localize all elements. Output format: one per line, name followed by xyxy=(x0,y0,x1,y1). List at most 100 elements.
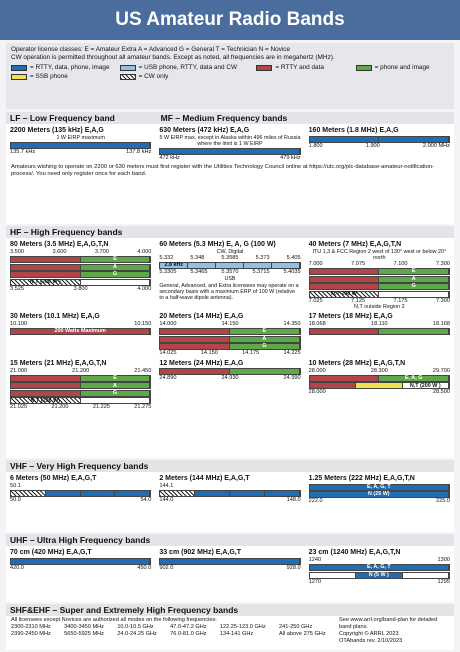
band-segment: A xyxy=(80,383,151,389)
legend-label: = RTTY and data xyxy=(275,64,324,71)
frequency-label: 21.275 xyxy=(134,404,152,411)
frequency-label: 14.175 xyxy=(242,350,260,357)
shf-frequency: 3400-3450 MHz xyxy=(64,624,104,630)
band-segment: 200 Watts Maximum xyxy=(11,328,151,334)
intro: Operator license classes: E = Amateur Ex… xyxy=(6,43,454,109)
section-title: VHF – Very High Frequency bands xyxy=(10,461,149,471)
band-title: 40 Meters (7 MHz) E,A,G,T,N xyxy=(308,241,402,248)
band-bar xyxy=(159,557,301,565)
band-segment xyxy=(11,257,81,263)
band-bar: N,T (200 W ) xyxy=(308,382,450,390)
band-grid: 6 Meters (50 MHz) E,A,G,T 50.1 50.0 54.0 2 M… xyxy=(6,472,454,507)
band-segment: G xyxy=(379,283,449,289)
legend-item: = CW only xyxy=(119,73,251,81)
band-bar xyxy=(159,490,301,498)
band-title: 2200 Meters (135 kHz) E,A,G xyxy=(10,127,104,134)
shf-side-text: See www.arrl.org/band-plan for detailed … xyxy=(339,617,438,630)
legend-swatch xyxy=(256,65,273,71)
shf-frequency: 5650-5925 MHz xyxy=(64,631,104,637)
shf-note: All licensees except Novices are authori… xyxy=(11,617,217,623)
band-segment xyxy=(356,383,403,389)
frequency-label: 7.175 xyxy=(393,297,408,304)
band-bar: G xyxy=(308,283,450,291)
frequency-label-row: 5.3305 5.3465 5.3570 5.3715 5.4035 xyxy=(159,269,300,276)
frequency-label: 5.4035 xyxy=(283,269,301,276)
band-segment: A xyxy=(80,264,151,270)
shf-body: All licensees except Novices are authori… xyxy=(6,616,454,646)
frequency-label: 50.1 xyxy=(10,483,21,489)
frequency-label: 148.0 xyxy=(286,497,301,504)
frequency-label: 21.025 xyxy=(10,404,28,411)
band-segment: A xyxy=(230,336,300,342)
section: UHF – Ultra High Frequency bands 70 cm (4… xyxy=(6,534,454,602)
frequency-label: 7.300 xyxy=(435,261,450,267)
frequency-label: 10.100 xyxy=(10,321,28,328)
band-title: 70 cm (420 MHz) E,A,G,T xyxy=(10,549,92,556)
band-title: 160 Meters (1.8 MHz) E,A,G xyxy=(308,127,399,134)
frequency-label: 3.800 xyxy=(73,285,88,292)
band-segment xyxy=(271,263,300,269)
band: 2 Meters (144 MHz) E,A,G,T 144.1 144.0 148.… xyxy=(159,474,301,505)
frequency-label: 472 kHz xyxy=(159,154,180,161)
frequency-label: 928.0 xyxy=(286,564,301,571)
band-bar: E xyxy=(10,256,152,264)
band-title: 15 Meters (21 MHz) E,A,G,T,N xyxy=(10,359,107,367)
frequency-label: 5.405 xyxy=(286,255,301,261)
frequency-label: 14.350 xyxy=(283,321,301,328)
frequency-label: 450.0 xyxy=(137,564,152,571)
frequency-label-row: 18.068 18.110 18.168 xyxy=(309,321,450,328)
frequency-label-row: 10.100 10.150 xyxy=(10,321,151,328)
band-bar: E, A, G, T xyxy=(308,483,450,491)
band-segment: N,T (200 W ) xyxy=(402,383,449,389)
legend-swatch xyxy=(11,65,27,71)
frequency-label: 902.0 xyxy=(159,564,174,571)
frequency-label-row: 472 kHz 479 kHz xyxy=(159,155,300,162)
frequency-label: 3.600 xyxy=(52,249,67,255)
band-segment: E xyxy=(230,328,300,334)
band-segment: N (5 W ) xyxy=(356,572,403,578)
shf-frequency: 76.0-81.0 GHz xyxy=(170,631,207,637)
section-title: HF – High Frequency bands xyxy=(10,227,123,237)
frequency-label: 21.225 xyxy=(92,404,110,411)
frequency-label: 21.450 xyxy=(134,367,152,374)
legend-label: = CW only xyxy=(138,73,169,80)
band-grid: 70 cm (420 MHz) E,A,G,T 420.0 450.0 33 cm (… xyxy=(6,546,454,587)
band-bar: G xyxy=(159,343,301,351)
band-grid: 2200 Meters (135 kHz) E,A,G 1 W EIRP maxi… xyxy=(6,124,454,163)
band: 1.25 Meters (222 MHz) E,A,G,T,N E, A, G, … xyxy=(308,474,450,505)
section: SHF&EHF – Super and Extremely High Frequ… xyxy=(6,604,454,650)
band: 30 Meters (10.1 MHz) E,A,G 10.100 10.150 20… xyxy=(10,312,152,357)
band-segment xyxy=(309,284,380,290)
band-segment xyxy=(160,491,196,497)
band: 12 Meters (24 MHz) E,A,G 24.890 24.930 24.9… xyxy=(159,359,301,411)
legend-swatch xyxy=(355,65,372,71)
band-bar: E, A, G xyxy=(308,374,450,382)
shf-frequency: 10.0-10.5 GHz xyxy=(117,624,154,630)
frequency-label-row: 135.7 kHz 137.8 kHz xyxy=(10,149,151,156)
band-bar: G xyxy=(10,271,152,279)
band-bar: 200 Watts Maximum xyxy=(10,328,152,336)
frequency-label: 4.000 xyxy=(137,249,152,255)
shf-left: All licensees except Novices are authori… xyxy=(11,617,331,645)
shf-frequency: 134-141 GHz xyxy=(219,631,254,637)
frequency-label: 5.3465 xyxy=(190,269,208,276)
band-segment xyxy=(45,491,81,497)
band-segment xyxy=(160,148,300,154)
header-title: US Amateur Radio Bands xyxy=(0,0,460,40)
band-bar: G xyxy=(10,389,152,397)
frequency-label-row: 24.890 24.930 24.990 xyxy=(159,375,300,382)
band-bar: N,T 200 W xyxy=(308,290,450,298)
frequency-label: 14.150 xyxy=(221,321,239,328)
frequency-label-row: 28.000 28.300 29.700 xyxy=(309,368,450,375)
band: 70 cm (420 MHz) E,A,G,T 420.0 450.0 xyxy=(10,548,152,585)
frequency-label: 7.125 xyxy=(351,297,366,304)
frequency-label: 10.150 xyxy=(134,321,152,328)
frequency-label: 144.1 xyxy=(159,483,174,489)
band: 80 Meters (3.5 MHz) E,A,G,T,N 3.500 3.600 3… xyxy=(10,240,152,310)
band-grid: 80 Meters (3.5 MHz) E,A,G,T,N 3.500 3.600 3… xyxy=(6,238,454,413)
frequency-label: 5.3715 xyxy=(252,269,270,276)
band-bar xyxy=(10,557,152,565)
frequency-label-row: 21.000 21.200 21.450 xyxy=(10,368,151,375)
frequency-label: 54.0 xyxy=(140,497,152,504)
